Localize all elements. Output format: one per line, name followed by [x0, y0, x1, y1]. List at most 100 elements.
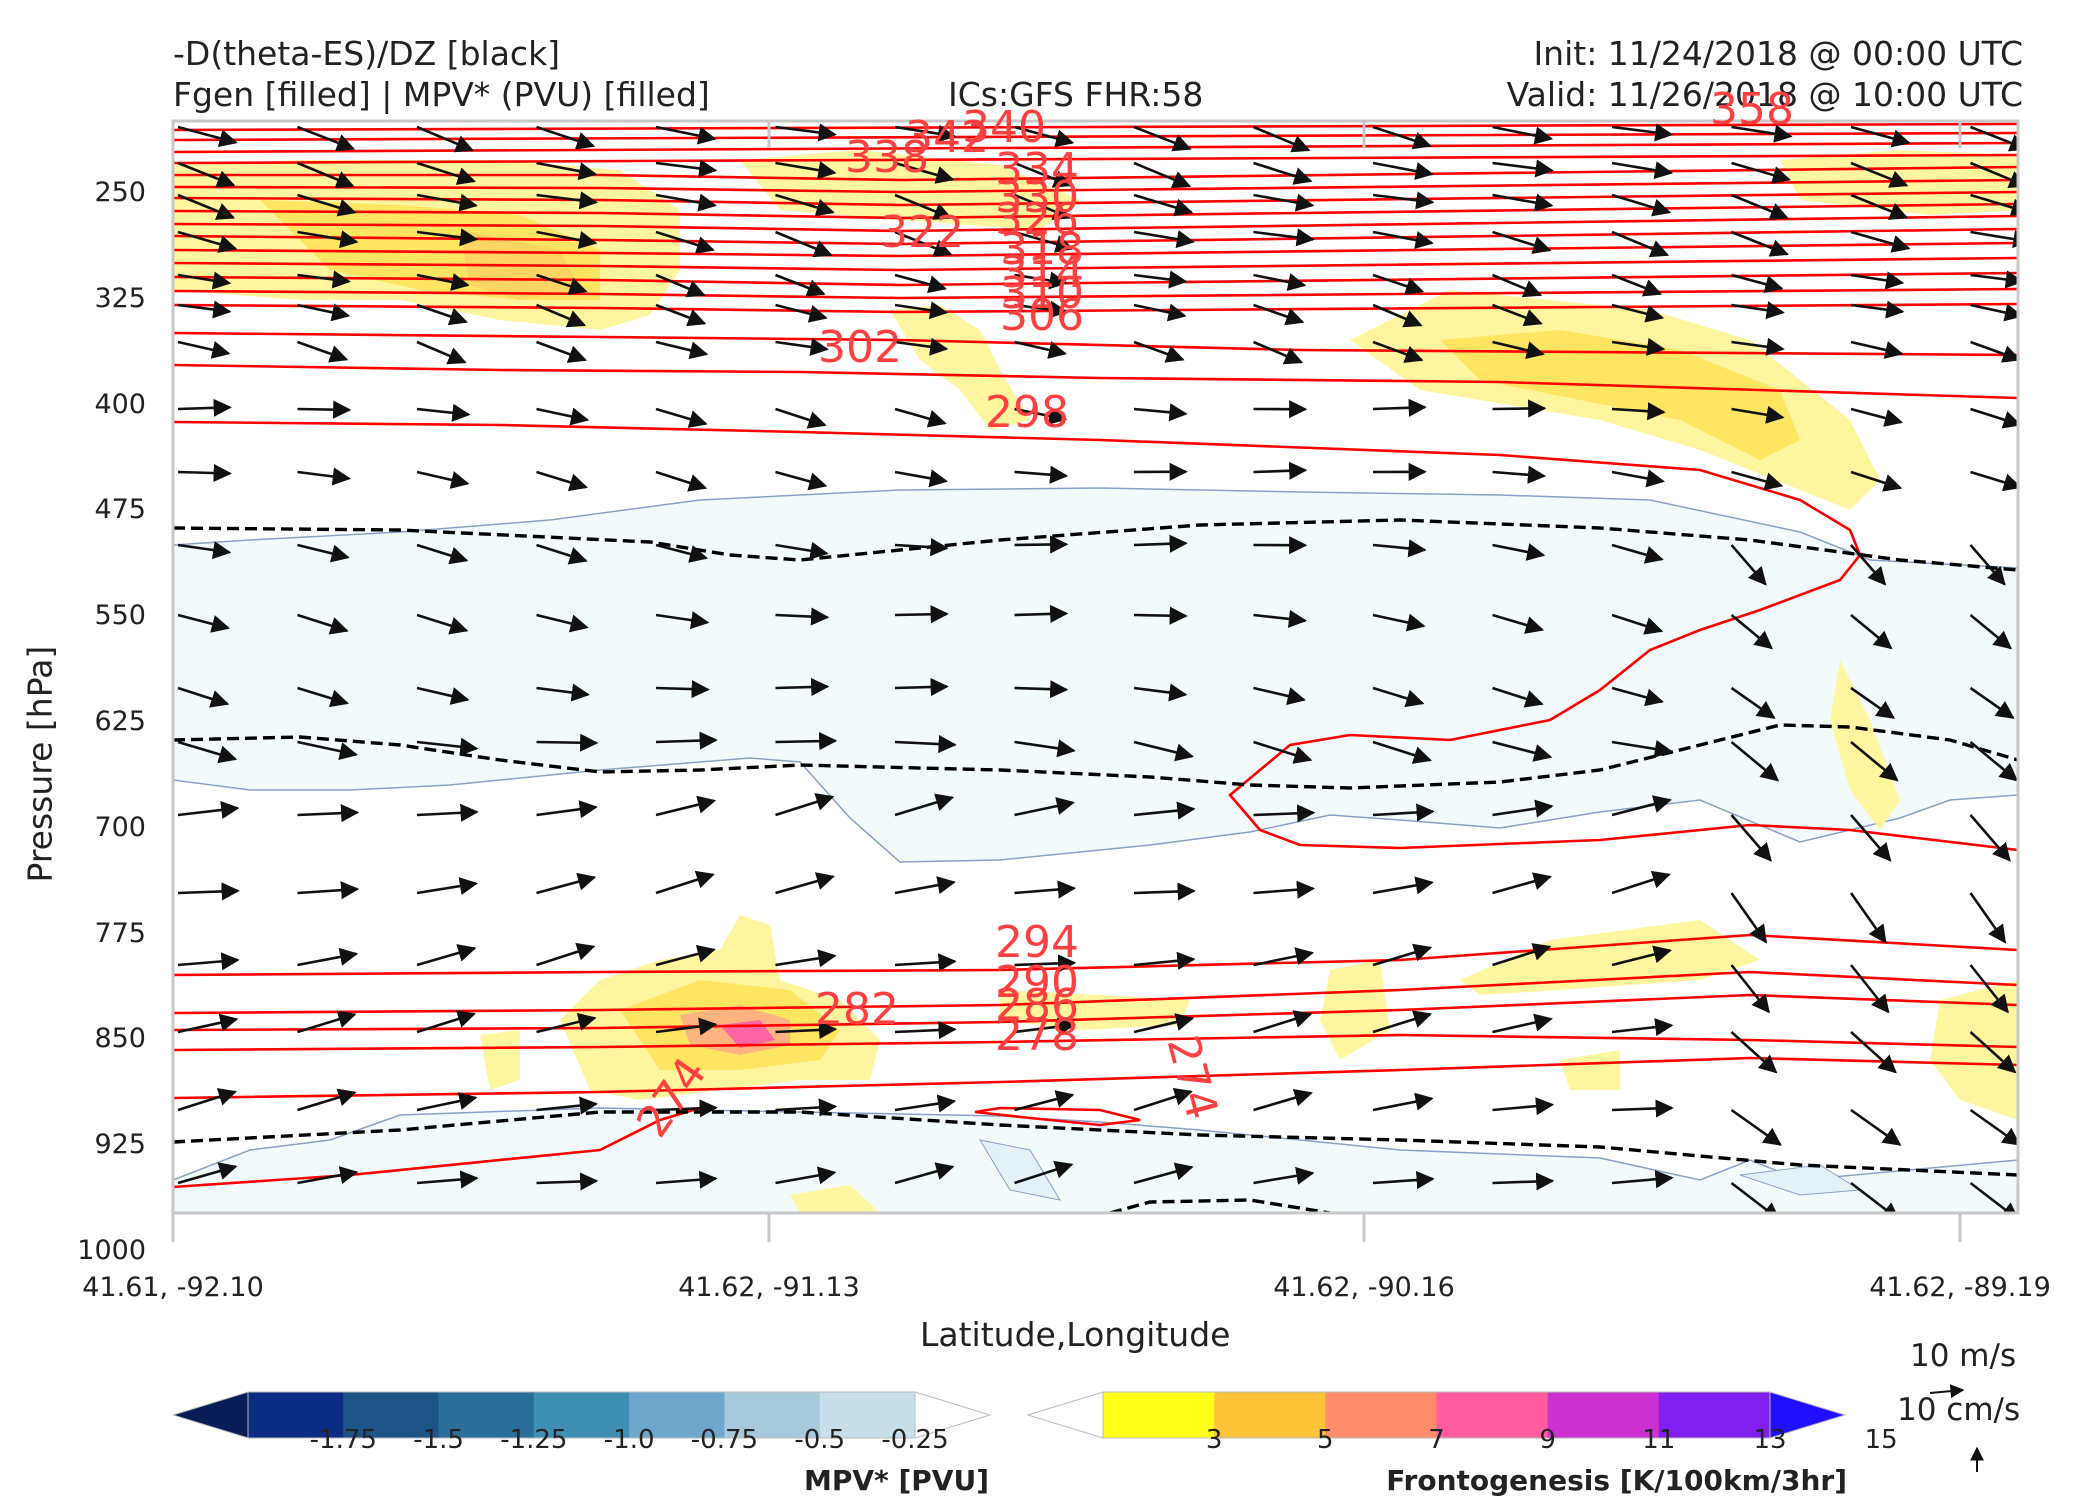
- wind-vector: [536, 613, 589, 633]
- wind-vector: [1730, 964, 1770, 1014]
- wind-vector: [1253, 1088, 1313, 1112]
- wind-vector: [1731, 337, 1785, 356]
- wind-vector: [1611, 469, 1665, 488]
- wind-vector: [297, 400, 352, 419]
- wind-vector: [1014, 535, 1069, 554]
- wind-vector: [416, 803, 479, 822]
- wind-vector: [297, 1010, 357, 1034]
- wind-vector: [1133, 683, 1188, 702]
- wind-vector: [1133, 270, 1188, 289]
- fgen-colorbar-tick: 3: [1205, 1425, 1223, 1455]
- wind-vector: [1969, 740, 2018, 782]
- wind-vector: [1253, 880, 1316, 899]
- wind-vector: [894, 161, 955, 184]
- theta-es-contours: [173, 122, 2018, 1189]
- wind-vector: [536, 800, 598, 819]
- wind-vector: [1492, 1097, 1555, 1116]
- wind-vector: [775, 677, 830, 697]
- wind-vector: [1969, 1031, 2017, 1074]
- wind-vector: [775, 607, 830, 626]
- mpv-colorbar-tick: -0.75: [690, 1425, 759, 1455]
- wind-vector: [1611, 123, 1674, 142]
- wind-vector: [1014, 340, 1067, 359]
- wind-vector: [177, 300, 232, 319]
- wind-vector: [1133, 303, 1187, 322]
- contour-label: 302: [818, 322, 902, 373]
- wind-vector: [1970, 407, 2018, 429]
- wind-vector: [1492, 193, 1554, 212]
- wind-vector: [177, 161, 236, 188]
- wind-vector: [1133, 951, 1196, 970]
- wind-vector: [416, 1010, 476, 1034]
- wind-vector: [655, 1099, 718, 1118]
- contour-label: 310: [1000, 268, 1084, 319]
- wind-vector: [536, 273, 588, 295]
- y-tick-label: 550: [94, 600, 146, 632]
- wind-vector: [1611, 795, 1672, 817]
- wind-vector: [416, 877, 478, 896]
- mpv-colorbar-tick: -0.5: [794, 1425, 846, 1455]
- wind-vector: [1731, 405, 1785, 424]
- wind-vector: [775, 337, 829, 356]
- wind-vector: [1253, 1166, 1315, 1185]
- wind-vector: [1372, 191, 1435, 210]
- wind-vector: [297, 340, 349, 363]
- wind-vector: [1372, 303, 1423, 328]
- wind-vector: [1372, 1092, 1434, 1112]
- wind-vector: [1014, 161, 1072, 188]
- wind-vector: [1731, 161, 1791, 184]
- y-tick-label: 250: [94, 177, 146, 208]
- wind-vectors: [177, 123, 2018, 1213]
- wind-vector: [1492, 230, 1552, 254]
- wind-vector: [536, 942, 596, 967]
- contour-label: 290: [995, 957, 1079, 1008]
- wind-vector: [1850, 300, 1905, 319]
- contour-label: 358: [1710, 84, 1794, 135]
- contour-label: 318: [1000, 224, 1084, 275]
- wind-vector: [416, 737, 479, 756]
- wind-vector: [1492, 399, 1547, 418]
- wind-vector: [1969, 1181, 2018, 1213]
- wind-vector: [1014, 1017, 1076, 1036]
- wind-vector: [1850, 230, 1911, 253]
- wind-vector: [1014, 193, 1072, 220]
- wind-vector: [775, 1166, 837, 1185]
- contour-label: 334: [995, 144, 1079, 195]
- wind-vector: [1492, 740, 1553, 762]
- wind-vector: [1492, 1172, 1555, 1191]
- wind-vector: [536, 872, 597, 895]
- title-init: Init: 11/24/2018 @ 00:00 UTC: [1533, 34, 2023, 73]
- wind-vector: [1014, 797, 1075, 817]
- wind-vector: [1492, 872, 1552, 895]
- wind-vector: [1133, 403, 1188, 422]
- wind-vector: [655, 611, 710, 630]
- wind-vector: [1969, 686, 2015, 719]
- wind-vector: [1850, 161, 1909, 188]
- wind-vector: [297, 881, 360, 900]
- wind-vector: [1372, 943, 1433, 967]
- wind-vector: [655, 193, 717, 212]
- wind-vector: [1492, 943, 1552, 967]
- wind-vector: [1611, 945, 1672, 967]
- wind-vector: [1014, 271, 1068, 290]
- wind-vector: [536, 733, 599, 752]
- wind-vector: [416, 403, 471, 422]
- wind-vector: [297, 193, 357, 217]
- wind-vector: [655, 1017, 718, 1036]
- wind-vector: [536, 470, 588, 492]
- fgen-colorbar-label: Frontogenesis [K/100km/3hr]: [1386, 1464, 1847, 1497]
- wind-vector: [894, 469, 948, 488]
- wind-vector: [297, 613, 349, 635]
- wind-vector: [1850, 814, 1892, 862]
- wind-vector: [297, 125, 356, 152]
- wind-vector: [1850, 544, 1887, 586]
- wind-vector: [1730, 814, 1772, 862]
- wind-vector: [416, 543, 469, 565]
- wind-vector: [1730, 892, 1768, 944]
- wind-vector: [297, 270, 351, 289]
- wind-vector: [655, 273, 706, 298]
- wind-vector: [536, 161, 598, 181]
- wind-vector: [177, 613, 231, 633]
- wind-vector: [1253, 193, 1315, 212]
- wind-vector: [1492, 686, 1544, 708]
